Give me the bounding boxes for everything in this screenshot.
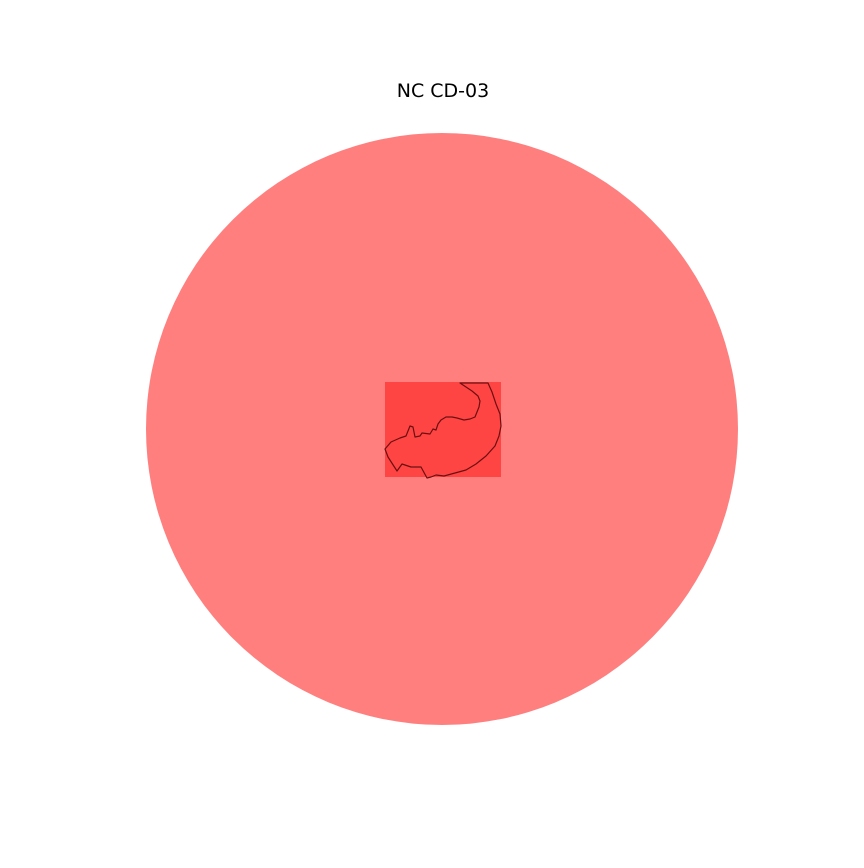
map-title: NC CD-03	[396, 80, 490, 102]
district-bounding-box	[385, 382, 501, 477]
district-outline	[384, 382, 502, 479]
